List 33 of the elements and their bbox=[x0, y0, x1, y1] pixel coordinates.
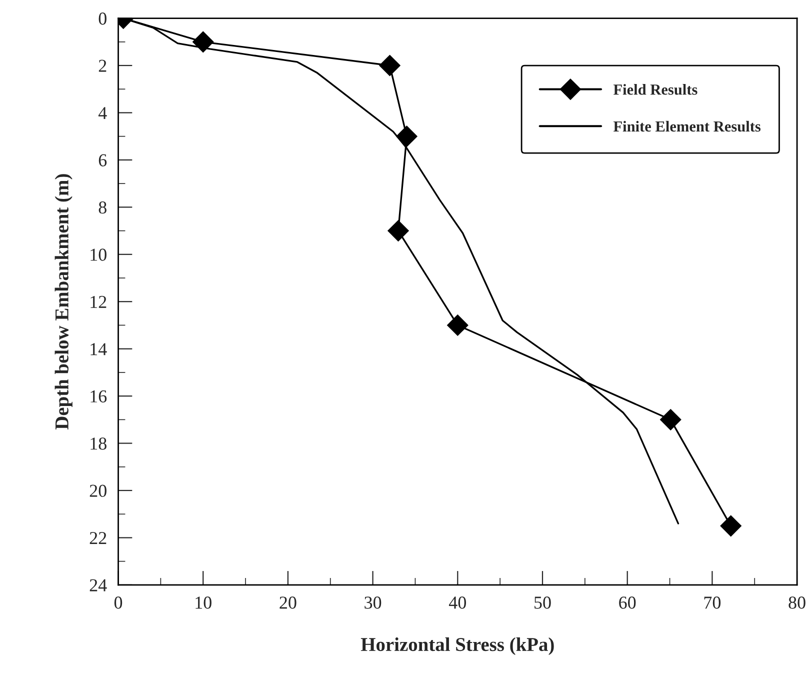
y-tick-label: 2 bbox=[98, 60, 106, 72]
y-tick-label: 14 bbox=[90, 343, 107, 356]
point bbox=[720, 515, 742, 537]
point bbox=[660, 408, 682, 430]
x-tick-label: 0 bbox=[114, 596, 122, 609]
x-tick-label: 40 bbox=[448, 596, 466, 609]
y-tick-label: 22 bbox=[90, 532, 106, 544]
point bbox=[378, 54, 401, 76]
y-tick-label: 16 bbox=[90, 390, 107, 402]
x-tick-label: 30 bbox=[364, 596, 382, 609]
point bbox=[192, 31, 214, 53]
x-tick-label: 70 bbox=[704, 596, 721, 609]
y-tick-label: 6 bbox=[98, 154, 107, 166]
y-tick-label: 20 bbox=[90, 484, 106, 497]
y-tick-label: 18 bbox=[90, 438, 106, 450]
y-axis-title: Depth below Embankment (m) bbox=[54, 174, 72, 430]
legend-label: Finite Element Results bbox=[613, 120, 761, 132]
y-tick-label: 4 bbox=[98, 107, 107, 119]
y-tick-label: 12 bbox=[90, 296, 106, 308]
x-axis-title: Horizontal Stress (kPa) bbox=[360, 637, 554, 656]
point bbox=[446, 314, 468, 336]
x-tick-label: 80 bbox=[788, 596, 806, 609]
point bbox=[396, 126, 418, 148]
point bbox=[387, 220, 410, 242]
x-tick-label: 60 bbox=[619, 596, 636, 609]
x-tick-label: 20 bbox=[280, 596, 296, 609]
y-tick-label: 0 bbox=[98, 12, 106, 25]
y-tick-label: 10 bbox=[90, 248, 106, 261]
x-tick-label: 50 bbox=[534, 596, 551, 609]
y-tick-label: 24 bbox=[90, 579, 107, 592]
x-tick-label: 10 bbox=[196, 596, 212, 609]
y-tick-label: 8 bbox=[98, 201, 106, 214]
legend-label: Field Results bbox=[613, 84, 698, 95]
